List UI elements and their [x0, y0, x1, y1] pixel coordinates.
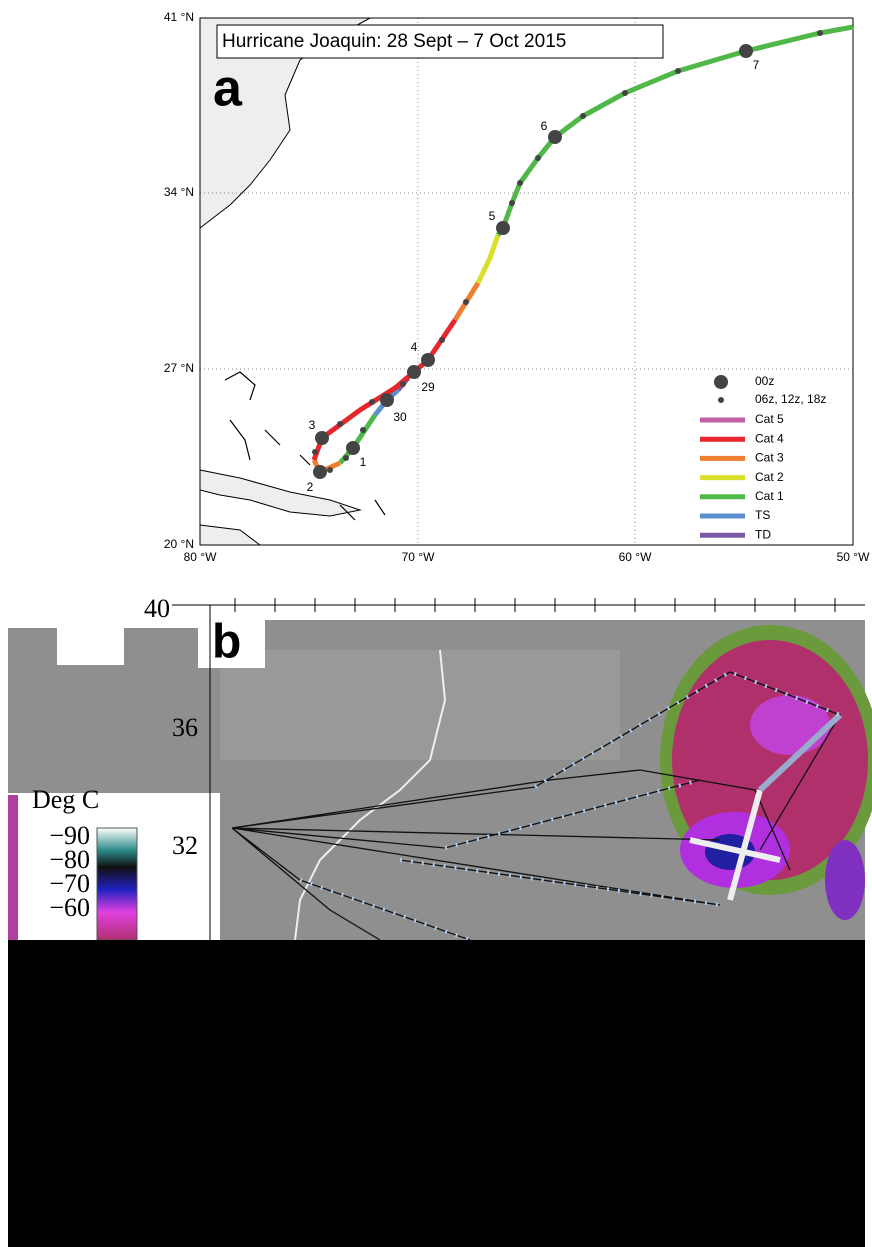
track-point: [369, 399, 375, 405]
edge-strip: [8, 795, 18, 940]
track-point: [343, 455, 349, 461]
map-area: [200, 18, 853, 545]
cuba: [199, 469, 362, 517]
colorbar-title: Deg C: [32, 785, 99, 814]
panel-b: b Deg C 40 36 32 −90−80−70−60: [0, 594, 872, 942]
noise-band: [220, 650, 620, 760]
inset-notch: [57, 628, 124, 665]
track-point: [517, 180, 523, 186]
label-box: [198, 615, 265, 668]
panel-a: Hurricane Joaquin: 28 Sept – 7 Oct 2015 …: [164, 10, 870, 564]
panel-a-text: 29 30 1 2 3 4 5 6 7 41 °N 34 °N 27 °N 20 °N80 °W 70 °…: [164, 10, 870, 564]
legend-label: 06z, 12z, 18z: [755, 392, 826, 406]
title-box: [216, 24, 664, 59]
track-point: [360, 427, 366, 433]
panel-label: a: [213, 60, 243, 118]
colorbar-tick: −80: [49, 845, 90, 874]
legend-synoptic: [718, 397, 724, 403]
day-label: 1: [360, 455, 367, 469]
x-tick-label: 80 °W: [184, 550, 217, 564]
y-tick-label: 20 °N: [164, 537, 194, 551]
track-00z-point: [315, 431, 329, 445]
track-00z-point: [739, 44, 753, 58]
y-tick-label: 36: [172, 713, 198, 742]
track-00z-point: [380, 393, 394, 407]
grid: [200, 18, 853, 545]
track-00z-point: [548, 130, 562, 144]
track-point: [463, 299, 469, 305]
cross-pattern: [689, 712, 843, 901]
x-tick-label: 70 °W: [402, 550, 435, 564]
islands: [224, 371, 386, 521]
colorbar-tick: −60: [49, 893, 90, 922]
legend-00z: [714, 375, 728, 389]
x-tick-label: 60 °W: [619, 550, 652, 564]
axes-frame: [199, 17, 854, 546]
track-point: [400, 381, 406, 387]
clouds: [660, 625, 872, 920]
legend-label: 00z: [755, 374, 774, 388]
y-tick-label: 27 °N: [164, 361, 194, 375]
track-point: [337, 421, 343, 427]
track-point: [439, 337, 445, 343]
day-label: 6: [541, 119, 548, 133]
legend-label: TD: [755, 527, 771, 541]
day-label: 4: [411, 340, 418, 354]
track-00z-point: [346, 441, 360, 455]
legend-label: Cat 3: [755, 451, 784, 465]
track-segment: [475, 234, 501, 285]
day-label: 7: [753, 58, 760, 72]
legend-label: Cat 1: [755, 489, 784, 503]
day-label: 30: [393, 410, 407, 424]
day-label: 5: [489, 209, 496, 223]
track: [311, 24, 854, 479]
day-label: 3: [309, 418, 316, 432]
legend-label: Cat 2: [755, 470, 784, 484]
legend-label: Cat 4: [755, 431, 784, 445]
track-segment: [495, 24, 854, 237]
coastline: [294, 649, 447, 941]
track-point: [817, 30, 823, 36]
black-region: [8, 940, 865, 1247]
panel-label: b: [212, 616, 241, 669]
legend-label: TS: [755, 508, 770, 522]
colorbar-tick: −90: [49, 821, 90, 850]
y-tick-label: 40: [144, 594, 170, 623]
y-tick-label: 41 °N: [164, 10, 194, 24]
colorbar-tick: −70: [49, 869, 90, 898]
track-point: [327, 467, 333, 473]
day-label: 2: [307, 480, 314, 494]
legend-label: Cat 5: [755, 412, 784, 426]
y-tick-label: 34 °N: [164, 185, 194, 199]
track-00z-point: [496, 221, 510, 235]
track-point: [675, 68, 681, 74]
track-point: [535, 155, 541, 161]
x-tick-label: 50 °W: [837, 550, 870, 564]
colorbar: [96, 827, 138, 941]
y-tick-label: 32: [172, 831, 198, 860]
track-00z-point: [313, 465, 327, 479]
track-point: [312, 449, 318, 455]
top-ticks: [234, 598, 836, 612]
track-point: [580, 113, 586, 119]
track-00z-point: [421, 353, 435, 367]
track-point: [509, 200, 515, 206]
title: Hurricane Joaquin: 28 Sept – 7 Oct 2015: [222, 31, 566, 52]
track-point: [622, 90, 628, 96]
track-00z-point: [407, 365, 421, 379]
day-label: 29: [421, 380, 435, 394]
panel-b-text: 40 36 32 −90−80−70−60: [49, 594, 198, 922]
